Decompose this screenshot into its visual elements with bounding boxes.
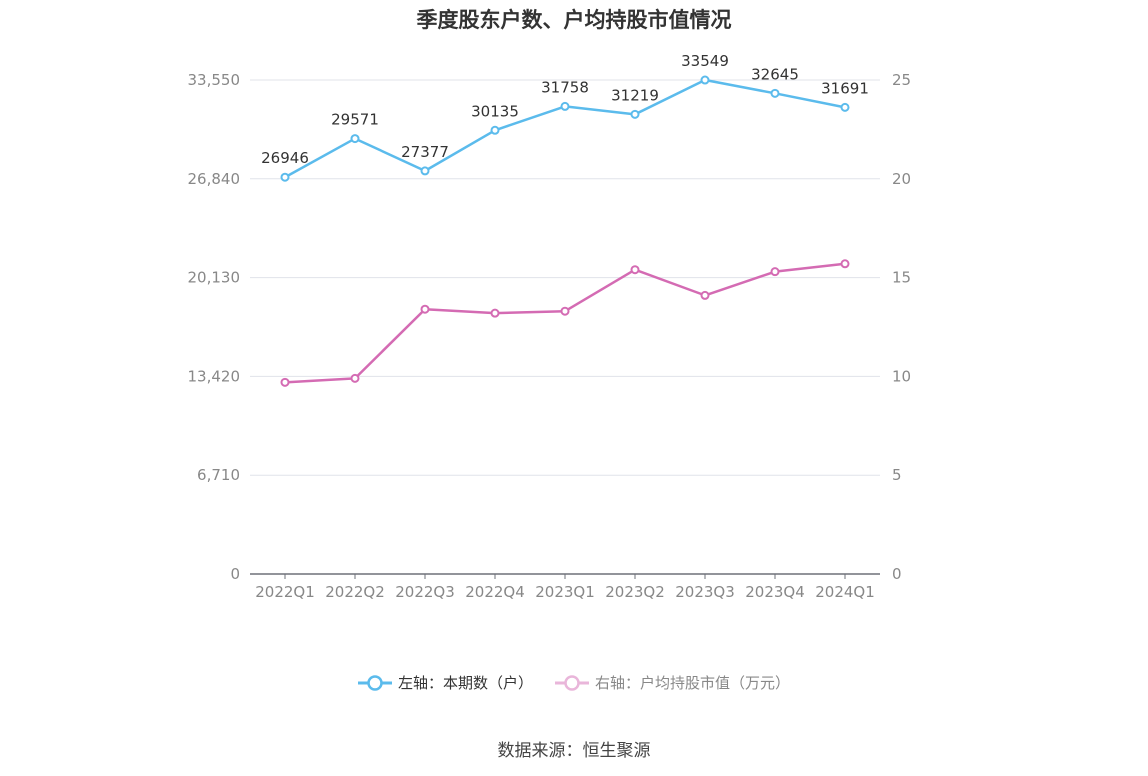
data-source-note: 数据来源：恒生聚源 (497, 741, 651, 761)
legend-left-series-icon (357, 674, 392, 691)
data-point-right (350, 373, 360, 383)
data-point-left (350, 134, 360, 144)
data-label: 31758 (541, 78, 589, 96)
x-tick-label: 2022Q1 (255, 583, 315, 601)
data-point-left (700, 75, 710, 85)
data-point-left (630, 109, 640, 119)
legend-right-series-icon (555, 674, 589, 691)
data-point-left (280, 172, 290, 182)
x-tick-label: 2022Q2 (325, 583, 385, 601)
data-point-right (490, 308, 500, 318)
legend-label-right-series: 右轴：户均持股市值（万元） (595, 674, 791, 692)
y-right-tick-label: 25 (892, 71, 911, 89)
data-label: 33549 (681, 52, 729, 70)
y-left-tick-label: 6,710 (197, 466, 240, 484)
y-left-tick-label: 33,550 (188, 71, 241, 89)
y-left-tick-label: 20,130 (188, 269, 241, 287)
y-right-tick-label: 5 (892, 466, 902, 484)
y-left-tick-label: 0 (230, 565, 240, 583)
data-label: 30135 (471, 102, 519, 120)
chart-legend: 左轴：本期数（户） 右轴：户均持股市值（万元） (0, 672, 1148, 693)
y-right-tick-label: 15 (892, 269, 911, 287)
series-line-right (284, 262, 846, 384)
legend-item-left-series[interactable]: 左轴：本期数（户） (357, 672, 533, 693)
data-point-left (840, 102, 850, 112)
data-point-right (420, 304, 430, 314)
x-tick-label: 2023Q3 (675, 583, 735, 601)
y-right-tick-label: 10 (892, 367, 911, 385)
data-label: 29571 (331, 111, 379, 129)
data-point-right (560, 306, 570, 316)
data-label: 27377 (401, 143, 449, 161)
data-label: 32645 (751, 65, 799, 83)
data-label: 26946 (261, 149, 309, 167)
dual-axis-line-chart: 0 0 6,710 5 13,420 10 20,130 15 26,840 20 33,550 25… (188, 52, 912, 601)
data-point-left (490, 125, 500, 135)
x-tick-label: 2024Q1 (815, 583, 875, 601)
data-point-left (770, 88, 780, 98)
data-point-right (840, 259, 850, 269)
x-tick-label: 2023Q1 (535, 583, 595, 601)
data-point-left (560, 101, 570, 111)
data-point-right (630, 265, 640, 275)
chart-title: 季度股东户数、户均持股市值情况 (416, 8, 732, 32)
data-label: 31691 (821, 79, 869, 97)
data-point-left (420, 166, 430, 176)
data-label: 31219 (611, 86, 659, 104)
data-point-right (280, 377, 290, 387)
x-tick-label: 2022Q3 (395, 583, 455, 601)
x-tick-label: 2023Q2 (605, 583, 665, 601)
x-tick-label: 2023Q4 (745, 583, 805, 601)
y-right-tick-label: 0 (892, 565, 902, 583)
legend-label-left-series: 左轴：本期数（户） (397, 674, 533, 692)
x-tick-label: 2022Q4 (465, 583, 525, 601)
y-left-tick-label: 13,420 (188, 367, 241, 385)
data-point-right (770, 267, 780, 277)
y-right-tick-label: 20 (892, 170, 911, 188)
data-point-right (700, 290, 710, 300)
legend-item-right-series[interactable]: 右轴：户均持股市值（万元） (555, 672, 790, 693)
y-left-tick-label: 26,840 (188, 170, 241, 188)
